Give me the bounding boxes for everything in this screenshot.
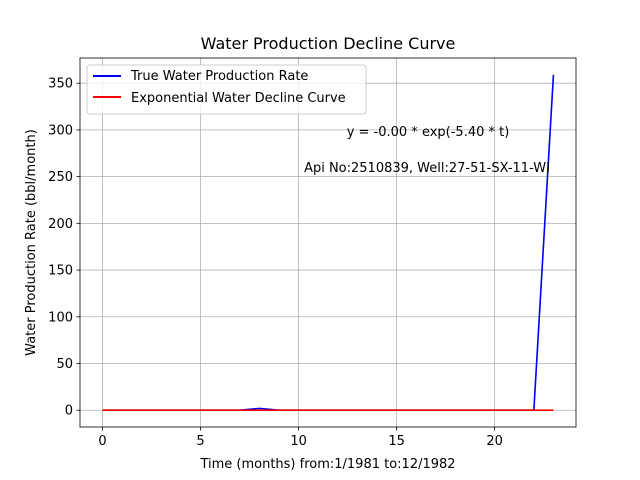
plot-frame xyxy=(79,57,577,428)
x-tick-label: 10 xyxy=(290,434,307,449)
y-tick-label: 200 xyxy=(48,217,73,232)
equation-annotation: y = -0.00 * exp(-5.40 * t) xyxy=(347,125,510,140)
y-tick-label: 50 xyxy=(56,357,73,372)
y-tick-label: 0 xyxy=(65,404,73,419)
x-tick-label: 15 xyxy=(388,434,405,449)
y-tick-label: 150 xyxy=(48,264,73,279)
legend-label-decline-curve: Exponential Water Decline Curve xyxy=(131,91,346,106)
y-tick-label: 250 xyxy=(48,170,73,185)
y-tick-label: 300 xyxy=(48,123,73,138)
legend-label-true-rate: True Water Production Rate xyxy=(130,69,308,84)
chart-title: Water Production Decline Curve xyxy=(201,34,456,53)
series-layer xyxy=(102,74,555,412)
y-tick-label: 100 xyxy=(48,310,73,325)
grid-layer xyxy=(80,58,576,427)
legend-box xyxy=(86,64,367,115)
x-tick-label: 0 xyxy=(98,434,106,449)
x-tick-label: 5 xyxy=(196,434,204,449)
x-tick-label: 20 xyxy=(486,434,503,449)
x-axis-label: Time (months) from:1/1981 to:12/1982 xyxy=(199,457,455,472)
well-info-annotation: Api No:2510839, Well:27-51-SX-11-WI xyxy=(304,161,550,176)
y-tick-label: 350 xyxy=(48,77,73,92)
legend: True Water Production Rate Exponential W… xyxy=(86,64,367,115)
y-axis-label: Water Production Rate (bbl/month) xyxy=(24,129,39,356)
